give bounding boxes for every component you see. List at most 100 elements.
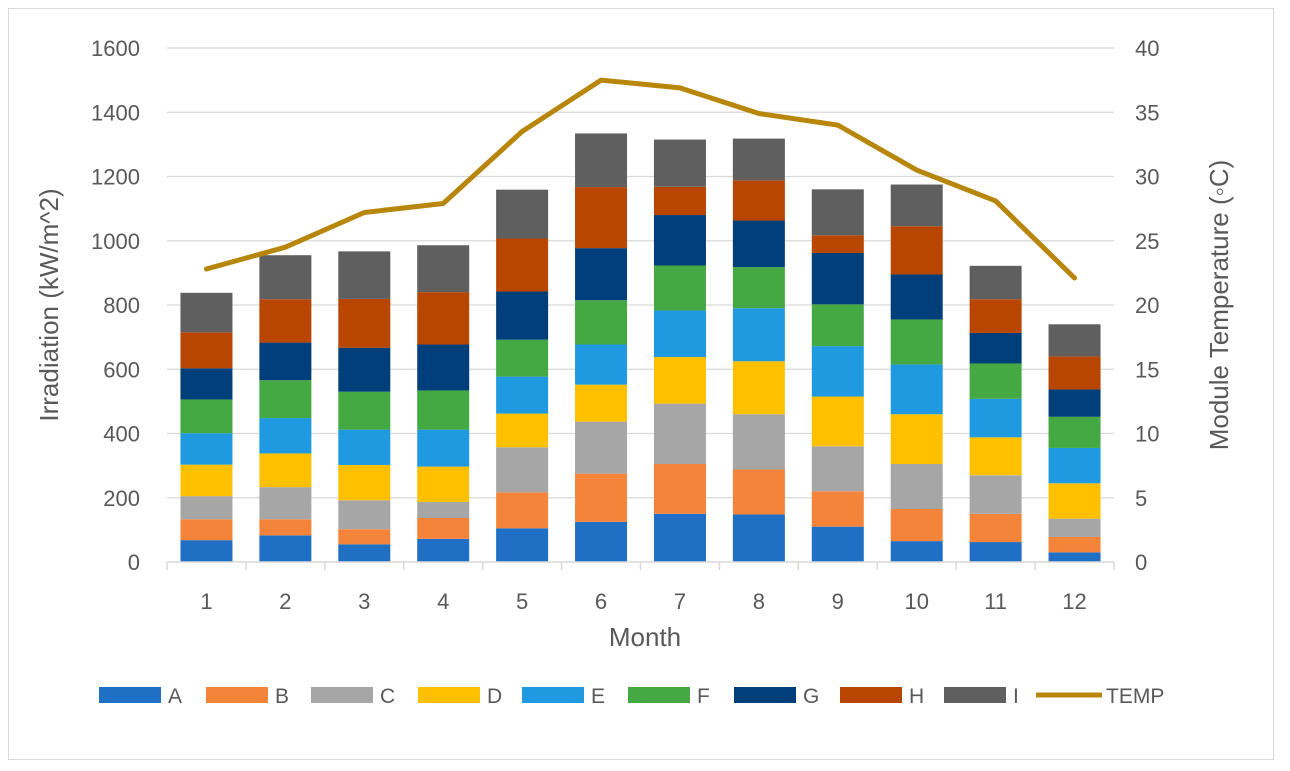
bar-segment-i-month-10 [890,184,943,227]
x-tick-label: 1 [200,589,212,614]
bar-segment-f-month-7 [653,265,706,311]
bar-segment-b-month-10 [890,508,943,542]
y2-tick-label: 10 [1135,422,1159,447]
x-tick-label: 3 [358,589,370,614]
bar-segment-c-month-10 [890,464,943,509]
y-tick-label: 0 [128,550,140,575]
bar-segment-a-month-6 [575,521,628,562]
bar-segment-a-month-9 [811,526,864,562]
bar-segment-f-month-1 [180,399,233,434]
bar-segment-h-month-11 [969,299,1022,333]
bar-segment-c-month-8 [732,414,785,470]
legend-label-h: H [909,685,924,708]
bar-segment-i-month-11 [969,265,1022,300]
y-tick-label: 1400 [91,100,140,125]
bar-segment-i-month-1 [180,292,233,333]
legend-swatch-h [840,687,902,703]
y-axis-title: Irradiation (kW/m^2) [34,188,64,421]
bar-segment-f-month-6 [575,300,628,345]
bar-segment-h-month-9 [811,235,864,253]
legend: A B C D E F G H I TEMP [99,685,1164,708]
bar-segment-e-month-4 [417,429,470,467]
x-tick-label: 6 [595,589,607,614]
y-tick-label: 600 [103,357,140,382]
bar-segment-f-month-10 [890,319,943,365]
bar-segment-c-month-3 [338,500,391,530]
bar-segment-f-month-9 [811,304,864,347]
legend-swatch-e [522,687,584,703]
bar-segment-g-month-5 [496,291,549,340]
y-tick-label: 1200 [91,165,140,190]
bar-segment-g-month-4 [417,344,470,391]
temp-line [203,77,1078,281]
bar-segment-i-month-6 [575,133,628,188]
y2-tick-label: 15 [1135,357,1159,382]
bar-segment-i-month-4 [417,245,470,293]
bar-segment-c-month-4 [417,501,470,518]
bar-segment-b-month-9 [811,491,864,527]
legend-swatch-f [628,687,690,703]
y2-tick-label: 0 [1135,550,1147,575]
legend-swatch-i [944,687,1006,703]
bar-segment-g-month-3 [338,347,391,392]
bar-segment-d-month-3 [338,464,391,501]
bar-segment-b-month-6 [575,473,628,522]
bar-segment-b-month-3 [338,529,391,545]
bar-segment-h-month-4 [417,292,470,345]
bar-segment-g-month-2 [259,342,312,381]
bar-segment-i-month-8 [732,138,785,181]
bar-segment-i-month-3 [338,251,391,299]
bar-segment-e-month-6 [575,344,628,385]
bar-segment-d-month-9 [811,396,864,447]
bar-segment-h-month-5 [496,238,549,292]
legend-label-b: B [275,685,289,708]
bar-segment-d-month-11 [969,437,1022,476]
bar-segment-c-month-11 [969,475,1022,514]
bar-segment-a-month-12 [1048,552,1101,562]
y2-tick-label: 20 [1135,293,1159,318]
bar-segment-d-month-1 [180,464,233,497]
axes: 0200400600800100012001400160005101520253… [91,36,1159,614]
bar-segment-c-month-1 [180,496,233,520]
bar-segment-a-month-7 [653,513,706,562]
y-tick-label: 200 [103,486,140,511]
y-tick-label: 800 [103,293,140,318]
x-tick-label: 12 [1062,589,1086,614]
bar-segment-a-month-5 [496,528,549,562]
bar-segment-a-month-1 [180,540,233,562]
bar-segment-e-month-1 [180,433,233,465]
bar-segment-f-month-12 [1048,416,1101,448]
bar-segment-c-month-12 [1048,518,1101,537]
y2-axis-title: Module Temperature (◦C) [1204,160,1234,451]
bar-segment-g-month-8 [732,220,785,268]
bar-segment-d-month-10 [890,414,943,465]
bar-segment-b-month-7 [653,464,706,514]
legend-swatch-d [418,687,480,703]
bar-segment-b-month-1 [180,519,233,541]
bar-segment-g-month-10 [890,274,943,320]
x-tick-label: 9 [832,589,844,614]
legend-swatch-a [99,687,161,703]
bar-segment-b-month-11 [969,513,1022,543]
bar-segment-d-month-2 [259,453,312,488]
bar-segment-c-month-6 [575,421,628,474]
bar-segment-h-month-8 [732,180,785,221]
y2-tick-label: 35 [1135,100,1159,125]
bar-segment-f-month-5 [496,339,549,377]
bar-segment-a-month-4 [417,538,470,562]
bar-segment-e-month-12 [1048,447,1101,484]
bar-segment-g-month-12 [1048,389,1101,417]
y2-tick-label: 5 [1135,486,1147,511]
bar-segment-g-month-11 [969,332,1022,364]
bar-segment-h-month-6 [575,187,628,249]
x-tick-label: 5 [516,589,528,614]
temp-line-group [203,77,1078,281]
gridlines [167,47,1114,499]
legend-label-g: G [803,685,819,708]
bar-segment-f-month-11 [969,363,1022,399]
bar-segment-h-month-3 [338,298,391,348]
bar-segment-b-month-5 [496,492,549,529]
legend-label-e: E [591,685,605,708]
bar-segment-e-month-9 [811,346,864,397]
